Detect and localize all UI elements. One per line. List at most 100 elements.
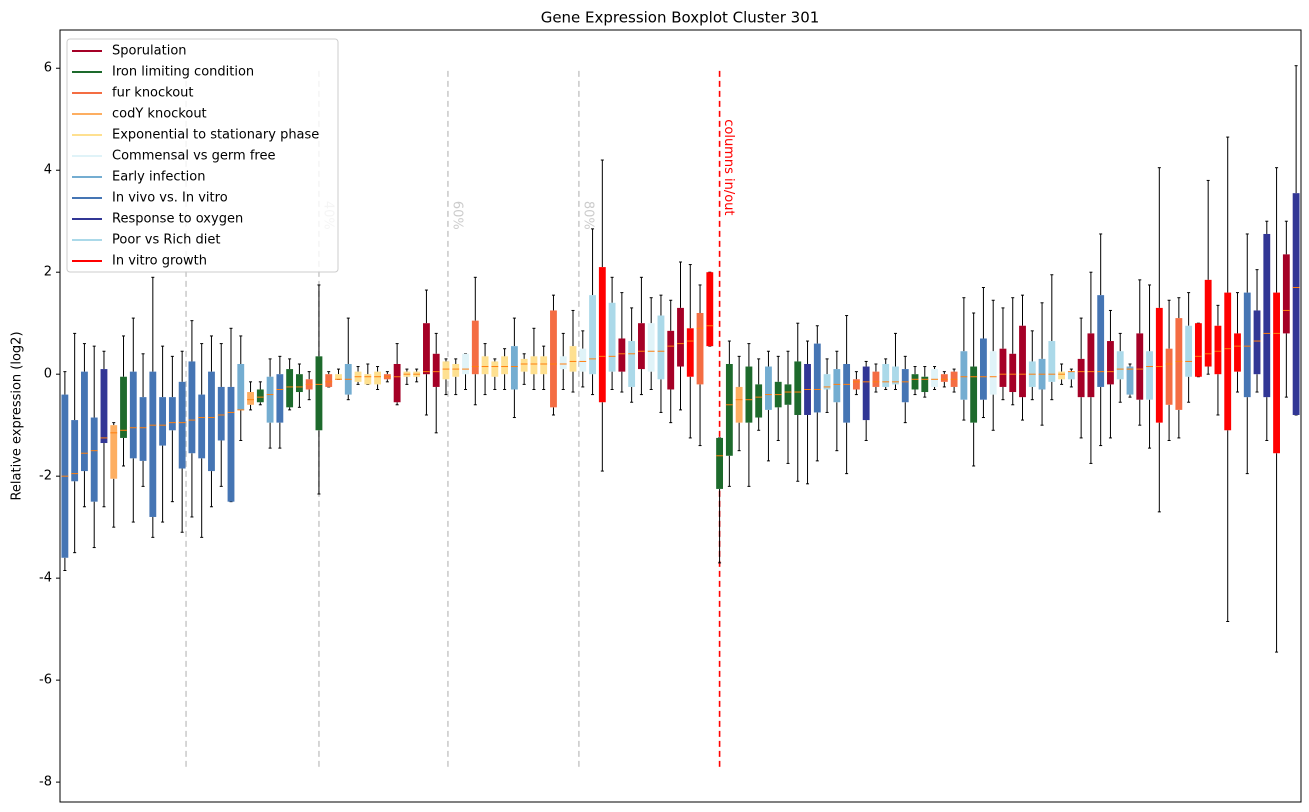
box	[628, 341, 636, 387]
box	[882, 363, 890, 387]
box	[862, 366, 870, 421]
box	[1165, 348, 1173, 405]
box	[852, 379, 860, 390]
box	[1087, 333, 1095, 398]
box	[579, 348, 587, 372]
box	[491, 361, 499, 377]
box	[159, 397, 167, 446]
box	[393, 363, 401, 403]
box	[1204, 279, 1212, 367]
box	[696, 312, 704, 385]
box	[569, 346, 577, 372]
box	[833, 369, 841, 403]
reference-label: 60%	[449, 201, 464, 230]
box	[725, 363, 733, 456]
box	[989, 351, 997, 395]
box	[442, 361, 450, 380]
chart-title: Gene Expression Boxplot Cluster 301	[541, 9, 820, 27]
box	[1175, 318, 1183, 410]
box	[129, 371, 137, 459]
y-tick-label: 6	[44, 61, 52, 76]
box	[745, 366, 753, 423]
plot-frame	[59, 29, 1302, 803]
box	[1019, 325, 1026, 398]
box	[667, 330, 675, 390]
box	[901, 369, 909, 403]
box	[1224, 292, 1232, 431]
box	[423, 323, 430, 375]
box	[940, 374, 948, 382]
box	[892, 366, 899, 385]
y-tick-label: -8	[39, 775, 52, 790]
box	[325, 374, 333, 387]
box	[618, 338, 626, 372]
box	[911, 374, 919, 390]
box	[1136, 333, 1144, 400]
box	[647, 323, 655, 372]
box	[677, 307, 684, 367]
box	[1126, 366, 1134, 395]
legend-label: Response to oxygen	[112, 212, 243, 227]
box	[237, 363, 245, 410]
legend-label: Exponential to stationary phase	[112, 128, 319, 143]
box	[295, 374, 303, 393]
box	[120, 376, 127, 438]
reference-label: columns in/out	[721, 119, 736, 215]
y-tick-label: -6	[39, 673, 52, 688]
y-tick-label: 0	[44, 367, 52, 382]
box	[765, 366, 772, 410]
box	[686, 328, 694, 377]
box	[471, 320, 479, 375]
box	[637, 323, 645, 370]
box	[1194, 323, 1202, 377]
legend: Sporulation Iron limiting condition fur kn…	[66, 38, 339, 273]
box	[1253, 310, 1261, 375]
box	[1185, 325, 1193, 377]
box	[510, 346, 518, 390]
box	[1058, 371, 1066, 380]
box	[1234, 333, 1241, 372]
box	[716, 437, 724, 489]
box	[559, 356, 567, 370]
box	[1282, 254, 1290, 334]
box	[970, 366, 978, 423]
box	[81, 371, 88, 472]
box	[960, 351, 968, 400]
box	[872, 371, 880, 387]
legend-label: In vivo vs. In vitro	[112, 191, 228, 206]
reference-label: 80%	[580, 201, 595, 230]
box	[71, 420, 79, 482]
box	[784, 384, 792, 405]
box	[530, 356, 538, 375]
box	[589, 295, 596, 375]
box	[227, 386, 235, 502]
box	[149, 371, 157, 517]
legend-label: Poor vs Rich diet	[112, 233, 220, 248]
box	[598, 267, 606, 403]
box	[256, 389, 264, 403]
box	[100, 369, 108, 444]
box	[540, 356, 548, 375]
box	[706, 272, 714, 347]
box	[1273, 292, 1280, 454]
legend-label: Early infection	[112, 170, 205, 185]
box	[90, 417, 98, 502]
box	[813, 343, 821, 413]
box	[1263, 233, 1271, 398]
box	[1214, 325, 1222, 375]
box	[178, 381, 186, 469]
box	[315, 356, 323, 431]
box	[452, 363, 460, 377]
box	[1097, 295, 1105, 387]
box	[276, 374, 284, 423]
box	[550, 310, 557, 408]
box	[999, 348, 1007, 387]
box	[520, 358, 528, 372]
box	[364, 374, 372, 385]
box	[1243, 292, 1251, 398]
box	[217, 386, 225, 441]
y-axis-label: Relative expression (log2)	[10, 331, 25, 500]
y-tick-label: 2	[44, 265, 52, 280]
legend-frame	[66, 38, 339, 273]
